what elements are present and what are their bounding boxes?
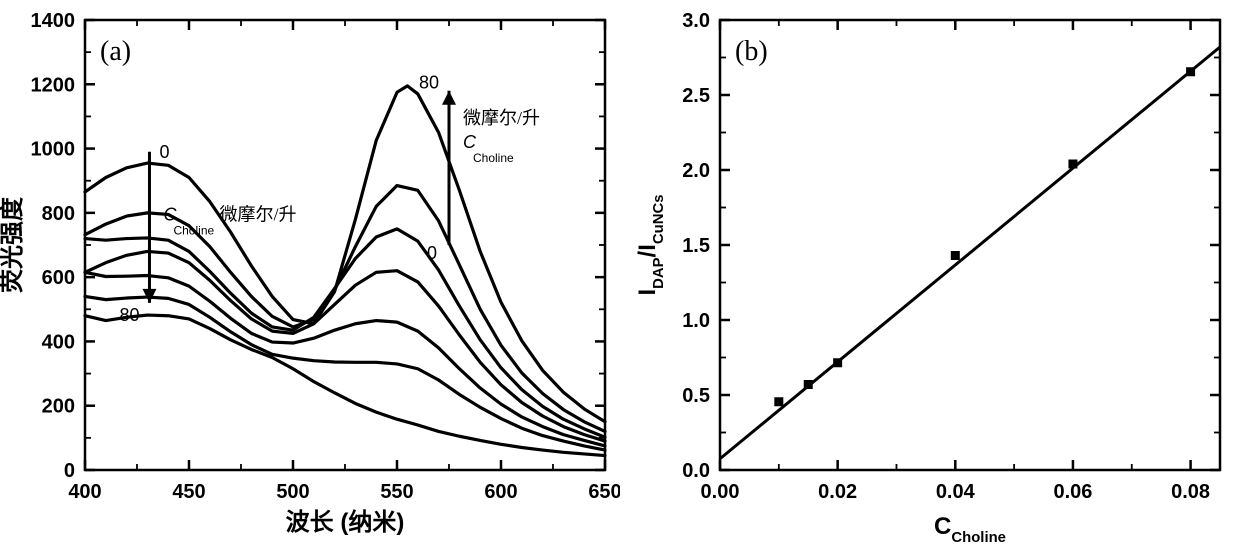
data-point xyxy=(951,251,960,260)
svg-text:2.5: 2.5 xyxy=(682,85,710,107)
panel-letter: (b) xyxy=(735,36,768,67)
data-point xyxy=(804,380,813,389)
data-point xyxy=(1068,160,1077,169)
annotation-symbol: C xyxy=(463,132,477,152)
annotation-unit: 微摩尔/升 xyxy=(219,204,296,224)
svg-text:1000: 1000 xyxy=(31,139,76,161)
fluorescence-spectra-chart: 4004505005506006500200400600800100012001… xyxy=(0,0,620,559)
annotation-top-value: 0 xyxy=(159,142,169,162)
svg-text:200: 200 xyxy=(42,396,75,418)
svg-text:3.0: 3.0 xyxy=(682,10,710,32)
annotation-top-value: 80 xyxy=(419,73,439,93)
svg-text:1.5: 1.5 xyxy=(682,235,710,257)
panel-letter: (a) xyxy=(100,36,131,67)
svg-text:1.0: 1.0 xyxy=(682,310,710,332)
calibration-linear-chart: 0.00 0.02 0.04 0.06 0.08 0.0 0.5 1.0 1.5 2.0 2.5 3.… xyxy=(620,0,1240,559)
svg-text:1400: 1400 xyxy=(31,10,76,32)
spectrum-curve xyxy=(85,296,605,450)
svg-text:Choline: Choline xyxy=(473,151,514,165)
fit-line xyxy=(720,47,1220,459)
svg-text:600: 600 xyxy=(42,267,75,289)
svg-text:Choline: Choline xyxy=(173,223,214,237)
svg-text:0.02: 0.02 xyxy=(818,481,857,503)
svg-text:400: 400 xyxy=(68,481,101,503)
annotation-bottom-value: 80 xyxy=(119,305,139,325)
data-point xyxy=(774,397,783,406)
annotation-bottom-value: 0 xyxy=(427,243,437,263)
svg-text:0: 0 xyxy=(64,460,75,482)
svg-text:600: 600 xyxy=(484,481,517,503)
svg-text:500: 500 xyxy=(276,481,309,503)
annotation-unit: 微摩尔/升 xyxy=(463,108,540,128)
annotation-symbol: C xyxy=(163,204,177,224)
svg-text:650: 650 xyxy=(588,481,620,503)
svg-text:0.0: 0.0 xyxy=(682,460,710,482)
spectrum-curve xyxy=(85,315,605,455)
data-point xyxy=(833,358,842,367)
ylabel: 荧光强度 xyxy=(0,196,26,293)
svg-text:0.08: 0.08 xyxy=(1171,481,1210,503)
svg-text:550: 550 xyxy=(380,481,413,503)
xlabel: CCholine xyxy=(934,513,1006,546)
svg-text:2.0: 2.0 xyxy=(682,160,710,182)
svg-text:0.5: 0.5 xyxy=(682,385,710,407)
xlabel: 波长 (纳米) xyxy=(286,508,405,536)
svg-text:400: 400 xyxy=(42,331,75,353)
svg-text:450: 450 xyxy=(172,481,205,503)
svg-text:800: 800 xyxy=(42,203,75,225)
ylabel: IDAP/ICuNCs xyxy=(634,194,667,295)
svg-text:0.04: 0.04 xyxy=(936,481,976,503)
svg-text:1200: 1200 xyxy=(31,74,76,96)
svg-text:0.06: 0.06 xyxy=(1053,481,1092,503)
svg-text:0.00: 0.00 xyxy=(701,481,740,503)
data-point xyxy=(1186,67,1195,76)
